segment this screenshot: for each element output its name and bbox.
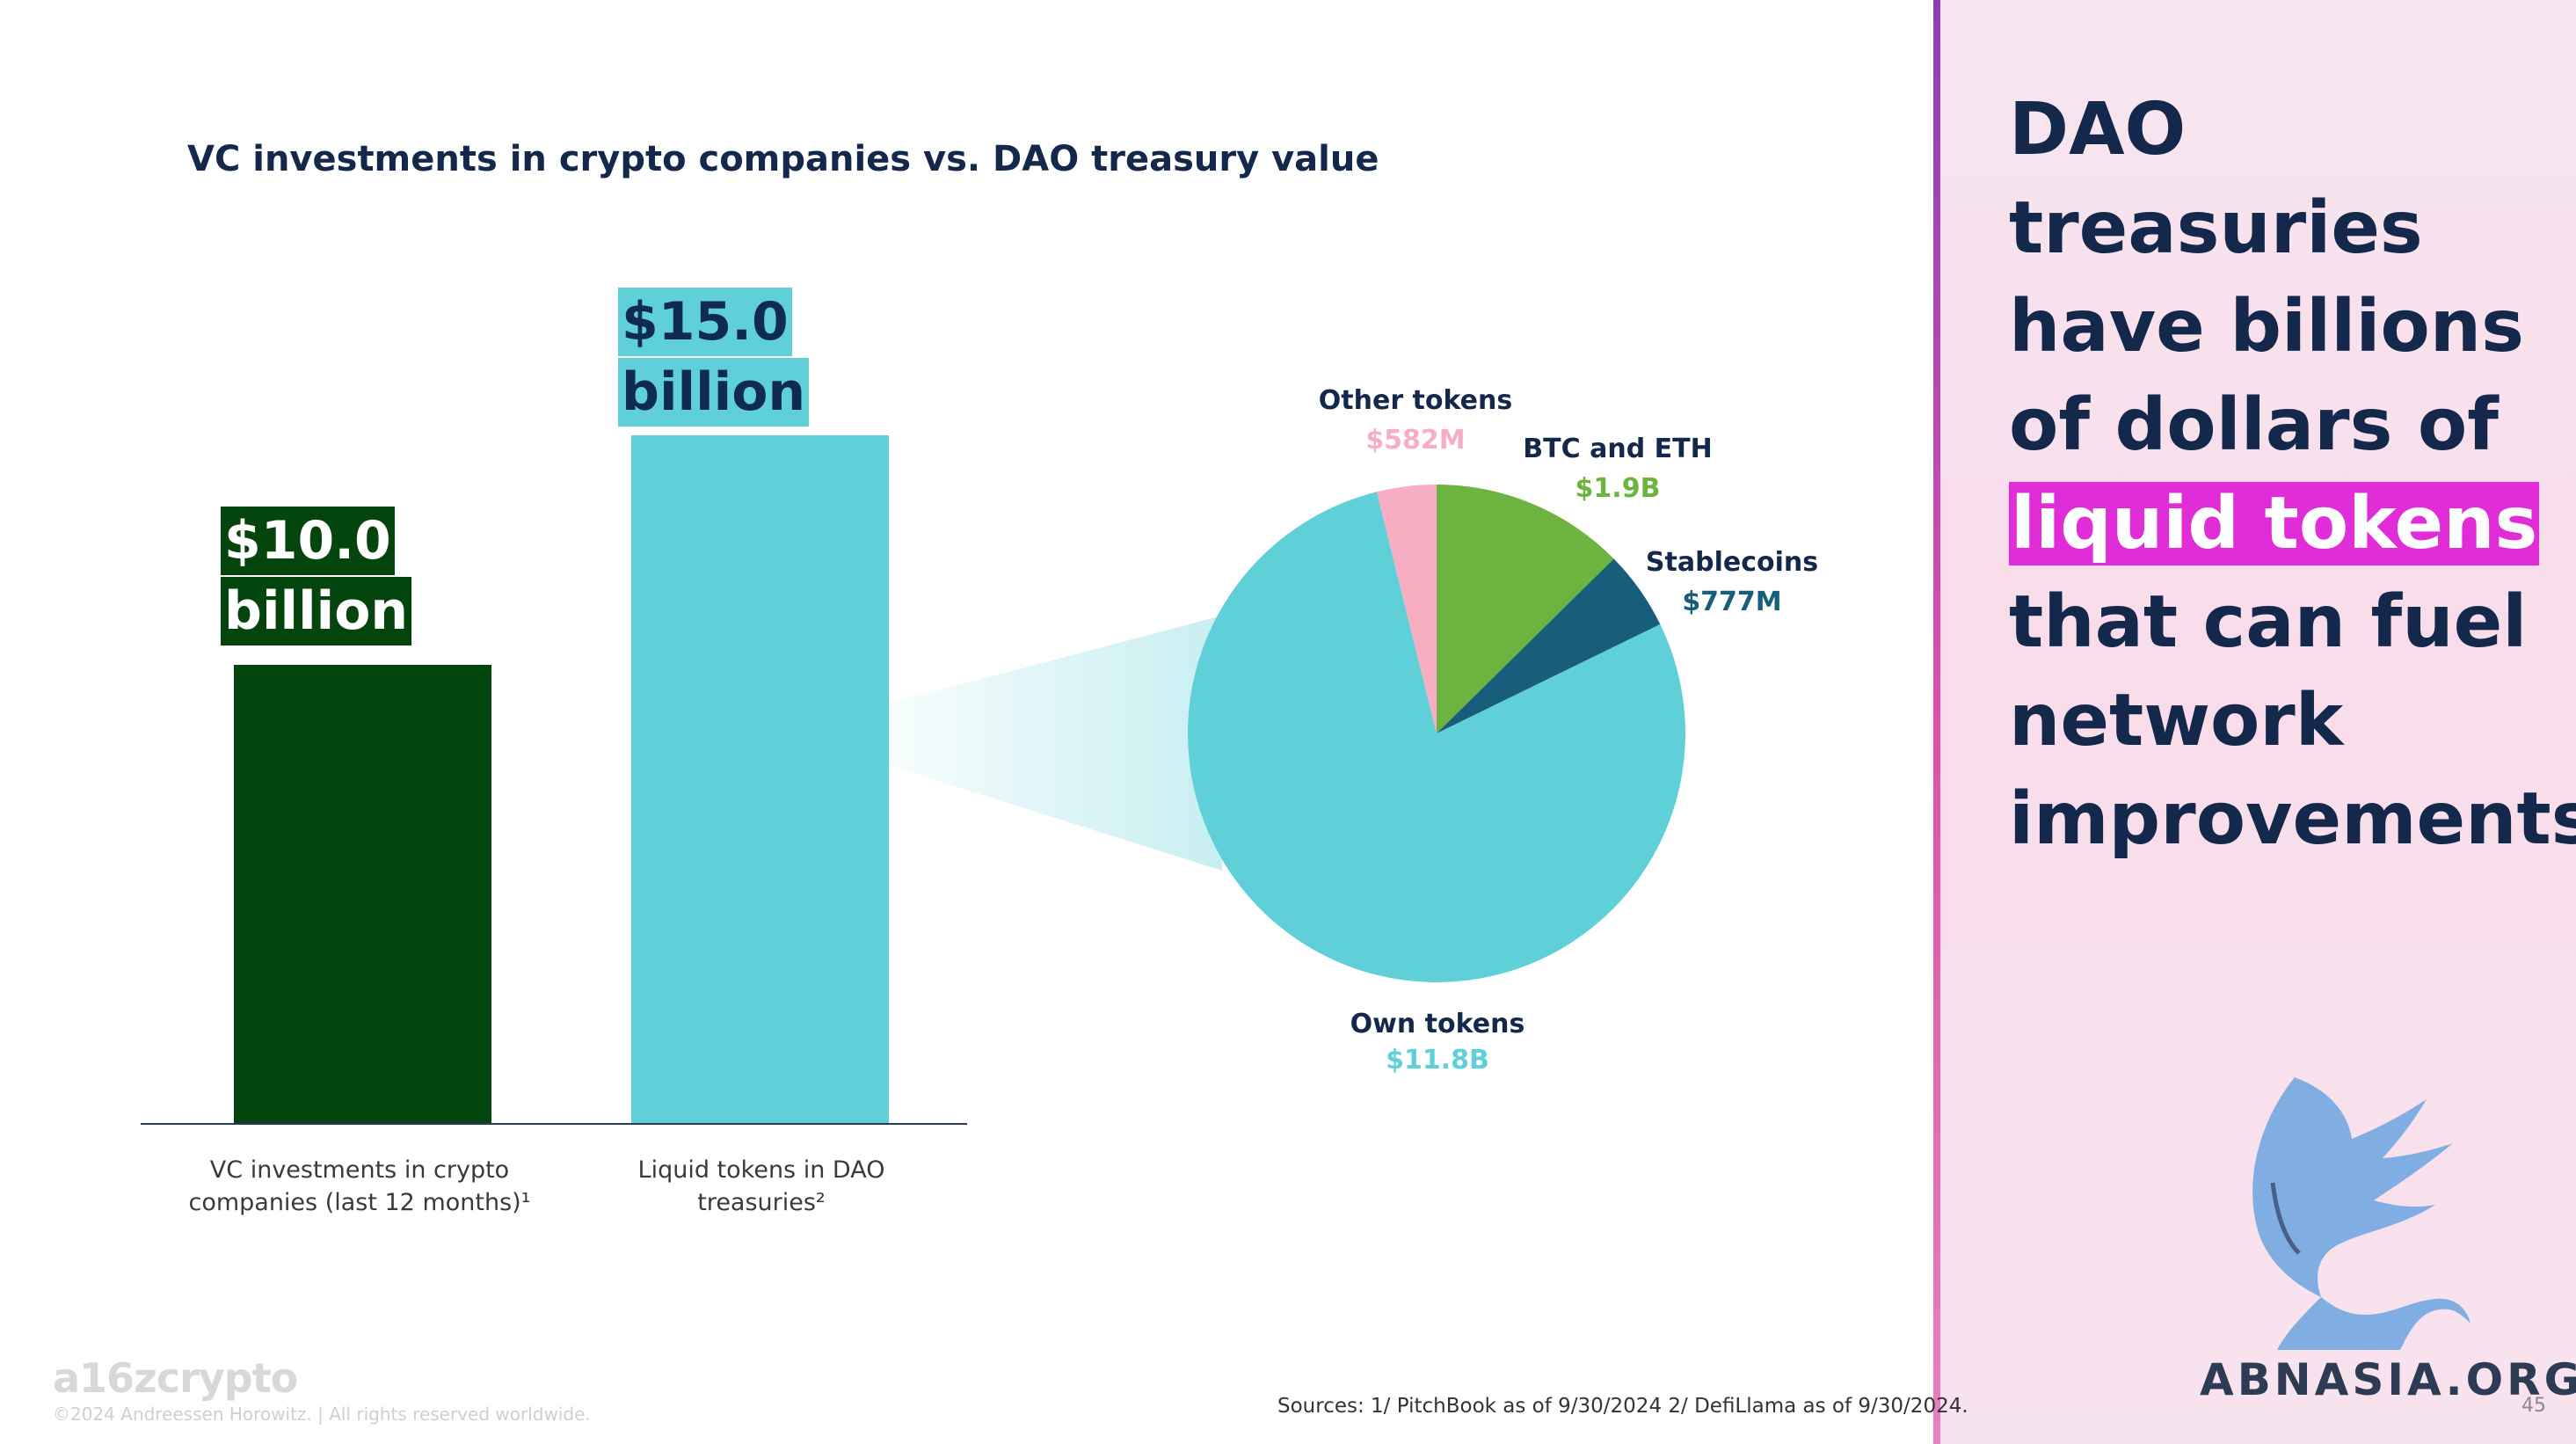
- bar-value-amount: $10.0: [221, 507, 395, 575]
- pie-label-own-tokens: Own tokens $11.8B: [1323, 1009, 1552, 1076]
- category-label-dao: Liquid tokens in DAO treasuries²: [637, 1156, 885, 1216]
- bar-value-amount: $15.0: [618, 288, 792, 356]
- pie-chart: [1188, 485, 1685, 982]
- zoom-connector: [888, 616, 1222, 871]
- pie-slice-value: $582M: [1365, 425, 1466, 456]
- headline: DAO treasuries have billions of dollars …: [2009, 81, 2576, 869]
- headline-text-end: that can fuel network improvements: [2009, 580, 2576, 861]
- pie-label-stablecoins: Stablecoins $777M: [1618, 547, 1846, 617]
- pie-slice-value: $777M: [1682, 587, 1782, 617]
- a16zcrypto-logo: a16zcrypto: [53, 1354, 298, 1402]
- page-number: 45: [2521, 1395, 2546, 1417]
- sources-footnote: Sources: 1/ PitchBook as of 9/30/2024 2/…: [1277, 1395, 1968, 1418]
- pie-slice-name: Stablecoins: [1645, 547, 1819, 578]
- headline-highlight: liquid tokens: [2009, 482, 2540, 565]
- pie-label-other-tokens: Other tokens $582M: [1301, 385, 1530, 456]
- pie-slice-btc-and-eth: [1437, 485, 1614, 733]
- pie-slice-value: $1.9B: [1575, 473, 1661, 504]
- pie-slice-name: BTC and ETH: [1523, 434, 1713, 464]
- pie-slice-name: Other tokens: [1318, 385, 1513, 416]
- pie-slice-own-tokens: [1188, 492, 1685, 982]
- copyright-text: ©2024 Andreessen Horowitz. | All rights …: [53, 1404, 591, 1425]
- bar-dao-liquid-tokens: [631, 435, 889, 1124]
- pie-slice-stablecoins: [1437, 558, 1661, 733]
- side-panel-divider: [1933, 0, 1940, 1444]
- pie-slice-value: $11.8B: [1386, 1045, 1489, 1076]
- bar-value-label-dao: $15.0 billion: [618, 288, 810, 428]
- bar-value-unit: billion: [618, 358, 810, 427]
- pie-slice-other-tokens: [1376, 485, 1437, 733]
- category-label-vc: VC investments in crypto companies (last…: [188, 1156, 531, 1216]
- watermark-text: ABNASIA.ORG: [2200, 1354, 2576, 1405]
- bar-value-label-vc: $10.0 billion: [221, 507, 412, 647]
- pie-label-btc-eth: BTC and ETH $1.9B: [1503, 434, 1732, 504]
- pie-slice-name: Own tokens: [1350, 1009, 1525, 1039]
- bar-vc-investments: [234, 665, 491, 1124]
- bar-value-unit: billion: [221, 577, 412, 645]
- bar-chart: [141, 435, 1222, 1125]
- headline-text-start: DAO treasuries have billions of dollars …: [2009, 88, 2524, 467]
- chart-title: VC investments in crypto companies vs. D…: [187, 139, 1379, 179]
- griffin-logo-icon: [2252, 1077, 2470, 1350]
